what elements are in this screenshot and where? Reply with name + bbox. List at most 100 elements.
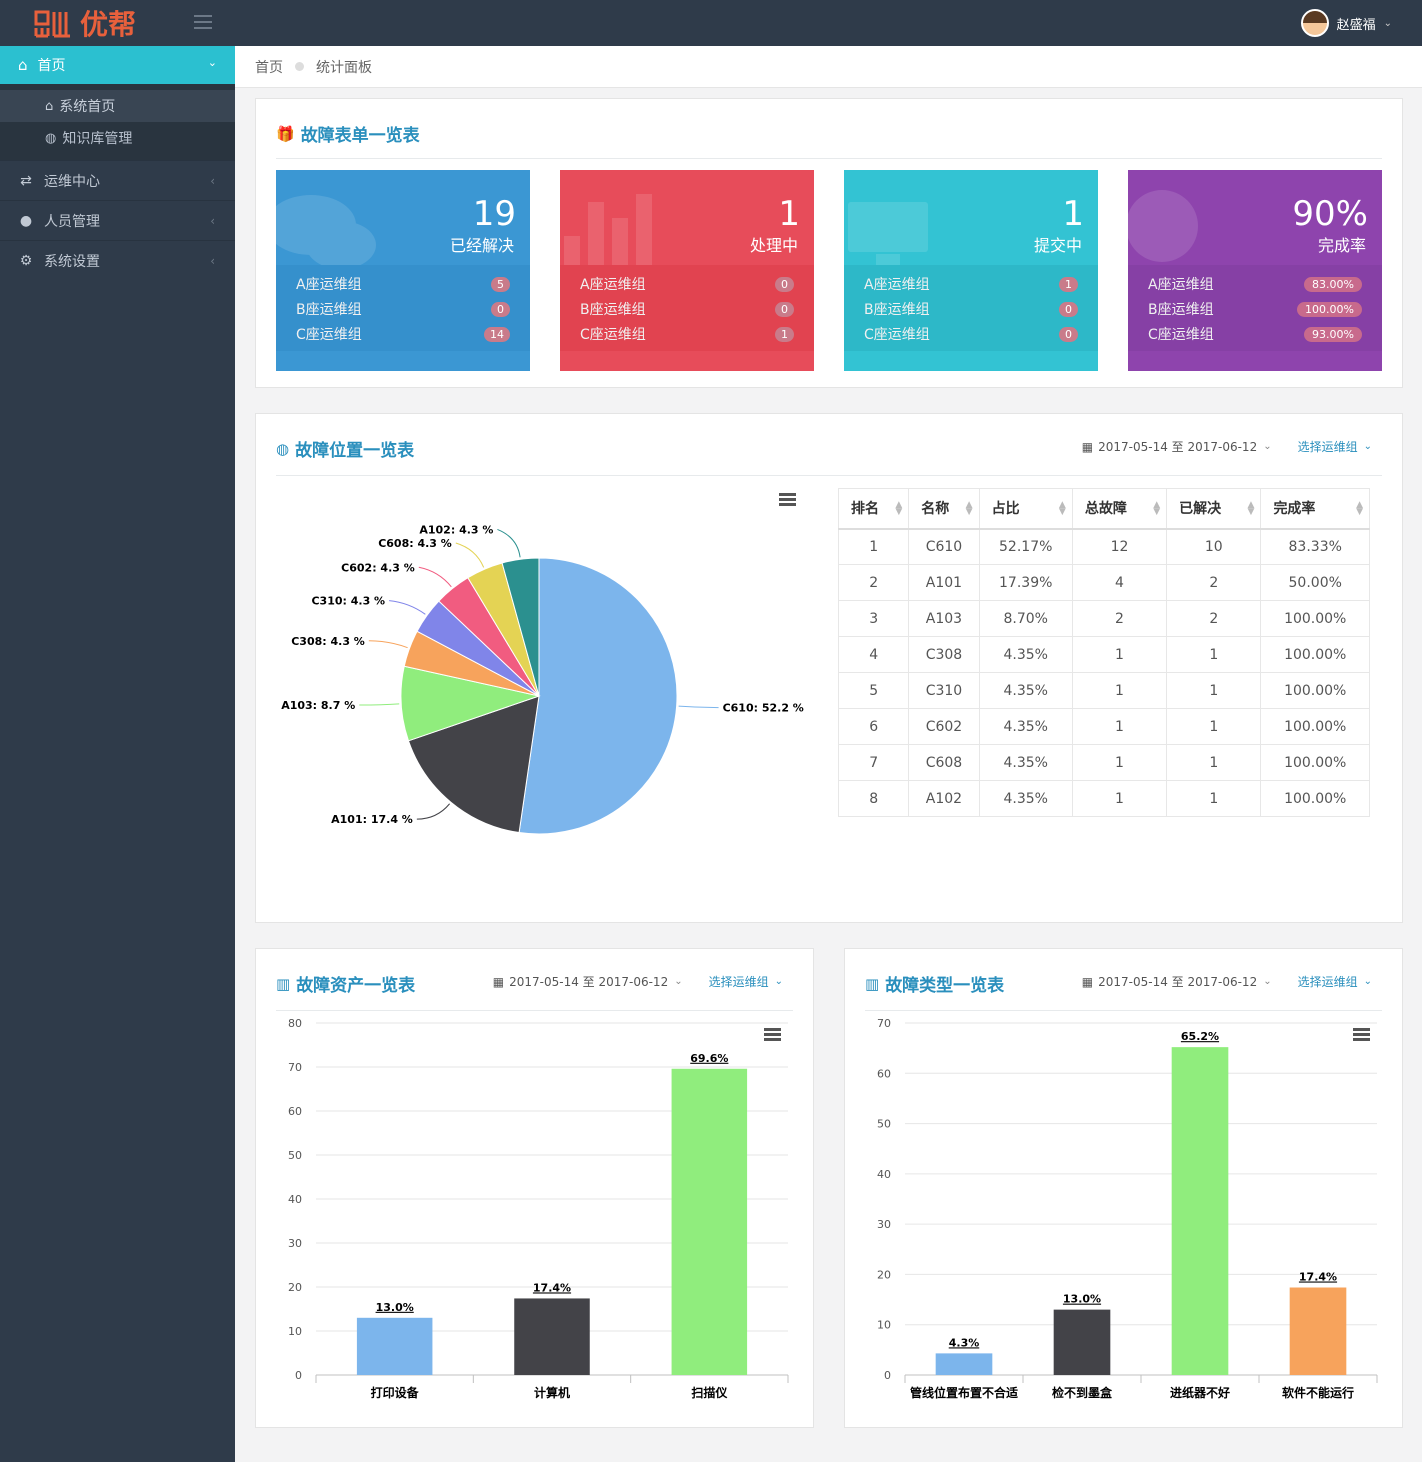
table-cell: 52.17%	[978, 528, 1073, 565]
y-tick-label: 40	[877, 1168, 891, 1181]
sidebar-item-ops-center[interactable]: ⇄ 运维中心 ‹	[0, 160, 235, 200]
table-row: 6 C602 4.35% 1 1 100.00%	[837, 708, 1370, 745]
calendar-icon: ▦	[1081, 439, 1094, 454]
chart-menu-icon[interactable]	[764, 1028, 781, 1042]
table-cell: 1	[1166, 672, 1262, 709]
bar-data-label: 13.0%	[376, 1301, 414, 1314]
stat-box-submitted[interactable]: 1 提交中 A座运维组 1 B座运维组 0 C座运维组 0	[844, 170, 1098, 371]
pie-connector	[389, 600, 426, 615]
panel-title-text: 故障位置一览表	[295, 441, 415, 461]
stat-box-resolved[interactable]: 19 已经解决 A座运维组 5 B座运维组 0 C座运维组 14	[276, 170, 530, 371]
date-range-picker[interactable]: 2017-05-14 至 2017-06-12	[509, 975, 669, 989]
pie-slice-c610[interactable]	[518, 557, 678, 835]
panel-tools: ▦ 2017-05-14 至 2017-06-12 ⌄ 选择运维组 ⌄	[1082, 438, 1372, 455]
sidebar: ⌂ 首页 ⌄ ⌂ 系统首页 ◍ 知识库管理 ⇄ 运维中心 ‹ ● 人员管理 ‹ …	[0, 46, 245, 1462]
stat-row: C座运维组 1	[580, 323, 794, 345]
date-range-picker[interactable]: 2017-05-14 至 2017-06-12	[1098, 975, 1258, 989]
logo[interactable]: 优帮	[34, 6, 137, 41]
pie-connector	[418, 566, 452, 588]
bar[interactable]	[1053, 1309, 1111, 1375]
pie-connector	[368, 640, 408, 649]
chevron-down-icon: ⌄	[674, 976, 683, 987]
bar[interactable]	[935, 1353, 993, 1375]
table-header[interactable]: 排名 ▲ ▼	[837, 488, 910, 530]
stat-row: A座运维组 0	[580, 273, 794, 295]
fault-form-panel: 🎁 故障表单一览表 19 已经解决 A座运维组 5 B座运维组 0 C座运维组 14 …	[255, 98, 1403, 388]
row-badge: 0	[491, 301, 510, 317]
row-name: A座运维组	[864, 277, 930, 293]
row-badge: 1	[1059, 276, 1078, 292]
sidebar-item-staff[interactable]: ● 人员管理 ‹	[0, 200, 235, 240]
bar[interactable]	[1171, 1047, 1229, 1375]
row-badge: 83.00%	[1304, 276, 1362, 292]
sidebar-item-home[interactable]: ⌂ 首页 ⌄	[0, 46, 245, 84]
bar[interactable]	[514, 1298, 590, 1375]
sidebar-item-settings[interactable]: ⚙ 系统设置 ‹	[0, 240, 235, 280]
chart-menu-icon[interactable]	[1353, 1028, 1370, 1042]
pie-slice-a101[interactable]	[407, 695, 540, 834]
table-cell: 7	[837, 744, 910, 781]
table-cell: A101	[908, 564, 980, 601]
table-row: 2 A101 17.39% 4 2 50.00%	[837, 564, 1370, 601]
sidebar-subitem-system-home[interactable]: ⌂ 系统首页	[0, 90, 235, 122]
gift-icon: 🎁	[276, 124, 295, 143]
group-select[interactable]: 选择运维组 ⌄	[1298, 973, 1372, 990]
pie-slice-a102[interactable]	[501, 557, 540, 697]
group-select[interactable]: 选择运维组 ⌄	[1298, 438, 1372, 455]
chevron-left-icon: ‹	[210, 253, 215, 268]
stat-row: B座运维组 100.00%	[1148, 298, 1362, 320]
table-header[interactable]: 总故障 ▲ ▼	[1071, 488, 1168, 530]
date-range-picker[interactable]: 2017-05-14 至 2017-06-12	[1098, 440, 1258, 454]
table-header[interactable]: 已解决 ▲ ▼	[1166, 488, 1262, 530]
table-cell: 4.35%	[978, 780, 1073, 817]
row-badge: 0	[775, 301, 794, 317]
table-cell: 2	[837, 564, 910, 601]
sidebar-subitem-knowledge-base[interactable]: ◍ 知识库管理	[0, 122, 235, 154]
chevron-down-icon: ⌄	[1363, 976, 1372, 987]
breadcrumb-home[interactable]: 首页	[255, 59, 283, 76]
y-tick-label: 20	[288, 1281, 302, 1294]
row-badge: 100.00%	[1297, 301, 1362, 317]
table-cell: C308	[908, 636, 980, 673]
stat-row: C座运维组 93.00%	[1148, 323, 1362, 345]
stat-row: A座运维组 83.00%	[1148, 273, 1362, 295]
logo-text: 优帮	[80, 8, 137, 41]
user-menu[interactable]: 赵盛福 ⌄	[1300, 9, 1392, 37]
y-tick-label: 40	[288, 1193, 302, 1206]
bar[interactable]	[1289, 1287, 1347, 1375]
y-tick-label: 70	[877, 1017, 891, 1030]
stat-box-completion-rate[interactable]: 90% 完成率 A座运维组 83.00% B座运维组 100.00% C座运维组 93…	[1128, 170, 1382, 371]
chevron-down-icon: ⌄	[1263, 441, 1272, 452]
table-cell: 2	[1166, 600, 1262, 637]
stat-value: 90%	[1292, 194, 1368, 234]
sort-icon: ▲ ▼	[1247, 500, 1255, 517]
sort-icon: ▲ ▼	[1153, 500, 1161, 517]
chevron-down-icon: ⌄	[207, 56, 217, 69]
chart-menu-icon[interactable]	[779, 493, 796, 507]
table-header[interactable]: 占比 ▲ ▼	[978, 488, 1073, 530]
chevron-left-icon: ‹	[210, 213, 215, 228]
table-cell: 3	[837, 600, 910, 637]
row-name: B座运维组	[580, 302, 646, 318]
user-icon: ●	[19, 212, 33, 229]
sidebar-toggle-icon[interactable]	[194, 15, 212, 29]
stat-box-processing[interactable]: 1 处理中 A座运维组 0 B座运维组 0 C座运维组 1	[560, 170, 814, 371]
x-tick-label: 扫描仪	[691, 1385, 728, 1400]
sort-icon: ▲ ▼	[1356, 500, 1363, 517]
bar-data-label: 69.6%	[690, 1052, 728, 1065]
home-icon: ⌂	[45, 98, 54, 114]
bar[interactable]	[356, 1317, 433, 1375]
row-badge: 0	[1059, 326, 1078, 342]
table-header[interactable]: 完成率 ▲ ▼	[1260, 488, 1370, 530]
bar[interactable]	[671, 1068, 748, 1375]
row-badge: 1	[775, 326, 794, 342]
x-tick-label: 进纸器不好	[1170, 1385, 1230, 1400]
table-header[interactable]: 名称 ▲ ▼	[908, 488, 980, 530]
table-cell: C602	[908, 708, 980, 745]
table-cell: 8.70%	[978, 600, 1073, 637]
bar-data-label: 17.4%	[1299, 1271, 1337, 1284]
bar-data-label: 13.0%	[1063, 1293, 1101, 1306]
fault-location-panel: ◍ 故障位置一览表 ▦ 2017-05-14 至 2017-06-12 ⌄ 选择…	[255, 413, 1403, 923]
group-select[interactable]: 选择运维组 ⌄	[709, 973, 783, 990]
table-row: 8 A102 4.35% 1 1 100.00%	[837, 780, 1370, 817]
